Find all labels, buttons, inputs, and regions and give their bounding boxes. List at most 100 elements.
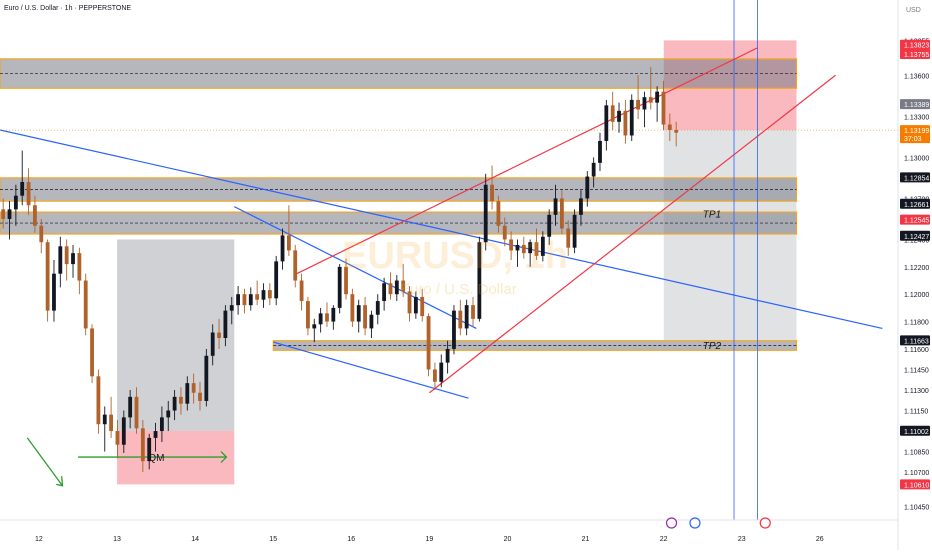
price-badge-label: 1.12427	[904, 234, 929, 241]
candle	[77, 247, 82, 295]
candle	[306, 296, 310, 336]
candle	[102, 406, 107, 452]
candle-body	[490, 184, 494, 202]
candle-body	[312, 324, 317, 329]
candle	[464, 299, 469, 336]
event-marker-icon	[665, 517, 678, 529]
qm-arrow-head	[220, 451, 228, 463]
candle	[71, 244, 75, 278]
time-tick-label: 20	[504, 536, 512, 543]
candle-body	[413, 296, 418, 314]
price-badge-bg	[900, 335, 930, 346]
candle	[617, 102, 621, 133]
price-badge-label: 1.12854	[904, 175, 929, 182]
candle-body	[642, 97, 647, 110]
candle-body	[306, 301, 310, 329]
candle	[33, 195, 37, 233]
candle-body	[318, 313, 323, 325]
candle	[458, 299, 463, 336]
price-badge-label: 1.10610	[904, 482, 929, 489]
currency-label: USD	[906, 7, 921, 14]
candle	[1, 198, 6, 229]
price-badge-bg	[900, 230, 930, 241]
candle	[109, 396, 114, 438]
candle	[96, 369, 101, 434]
candle	[52, 260, 56, 322]
candle-body	[198, 392, 202, 401]
candle	[185, 376, 190, 411]
candle	[153, 422, 158, 452]
price-tick-label: 1.10450	[904, 504, 929, 511]
candle-body	[159, 417, 164, 432]
candle	[509, 231, 514, 260]
candle-body	[344, 266, 348, 295]
candle-body	[255, 294, 260, 300]
candle	[274, 255, 279, 306]
price-badge-bg	[900, 425, 930, 436]
candle-body	[52, 273, 56, 311]
candle	[502, 217, 507, 247]
candle	[204, 348, 209, 407]
candle-body	[325, 313, 329, 322]
price-badge: 1.12427	[900, 230, 930, 241]
candle	[629, 94, 634, 141]
candle-body	[667, 124, 672, 130]
candle-body	[229, 305, 234, 311]
candle	[242, 288, 247, 314]
candle-body	[179, 396, 183, 404]
candle-body	[147, 437, 152, 462]
candle	[674, 121, 679, 147]
candle-body	[77, 253, 82, 281]
candle-body	[591, 162, 596, 177]
time-tick-label: 16	[347, 536, 355, 543]
candle-body	[521, 244, 526, 254]
candle	[655, 86, 660, 122]
price-tick-label: 1.11600	[904, 347, 929, 354]
qm-down-arrow	[26, 437, 63, 487]
candle	[363, 296, 367, 336]
price-badge: 1.12854	[900, 172, 930, 183]
candle	[140, 420, 145, 473]
candle-body	[293, 250, 298, 281]
candle	[420, 288, 425, 322]
candle	[191, 373, 196, 404]
candle	[585, 171, 590, 207]
position-target-area	[663, 130, 797, 341]
candle-body	[102, 414, 107, 425]
candle-body	[629, 99, 634, 136]
candle-body	[223, 310, 228, 338]
candle	[667, 113, 672, 141]
trendline-2	[273, 341, 469, 399]
candle-body	[604, 105, 609, 141]
candle	[553, 184, 558, 226]
candle-body	[26, 182, 31, 206]
candle-body	[674, 130, 679, 133]
candle	[445, 340, 450, 374]
price-tick-label: 1.13000	[904, 155, 929, 162]
candle	[115, 420, 120, 459]
candle-body	[39, 225, 44, 243]
candle	[217, 318, 221, 349]
candle	[236, 286, 240, 315]
time-tick-label: 26	[816, 536, 824, 543]
candle-body	[623, 110, 628, 136]
candle	[350, 288, 355, 328]
candle	[579, 190, 583, 226]
candle-body	[134, 396, 139, 429]
time-axis[interactable]: 12 13 14 15 16 19 20 21 22 23 26	[0, 517, 898, 543]
zone-label-tp1: TP1	[703, 210, 721, 221]
candle	[388, 272, 393, 300]
candle	[559, 190, 564, 234]
event-marker-icon	[689, 517, 701, 529]
candle	[286, 205, 291, 256]
candle	[344, 258, 348, 300]
candle	[90, 324, 94, 384]
candle-body	[45, 242, 50, 311]
price-axis[interactable]: 1.138551.136001.133001.130001.127001.124…	[897, 0, 932, 550]
candle	[604, 99, 609, 151]
price-badge-label: 1.13823	[904, 43, 929, 50]
candle	[210, 324, 215, 366]
candle-body	[58, 246, 63, 274]
